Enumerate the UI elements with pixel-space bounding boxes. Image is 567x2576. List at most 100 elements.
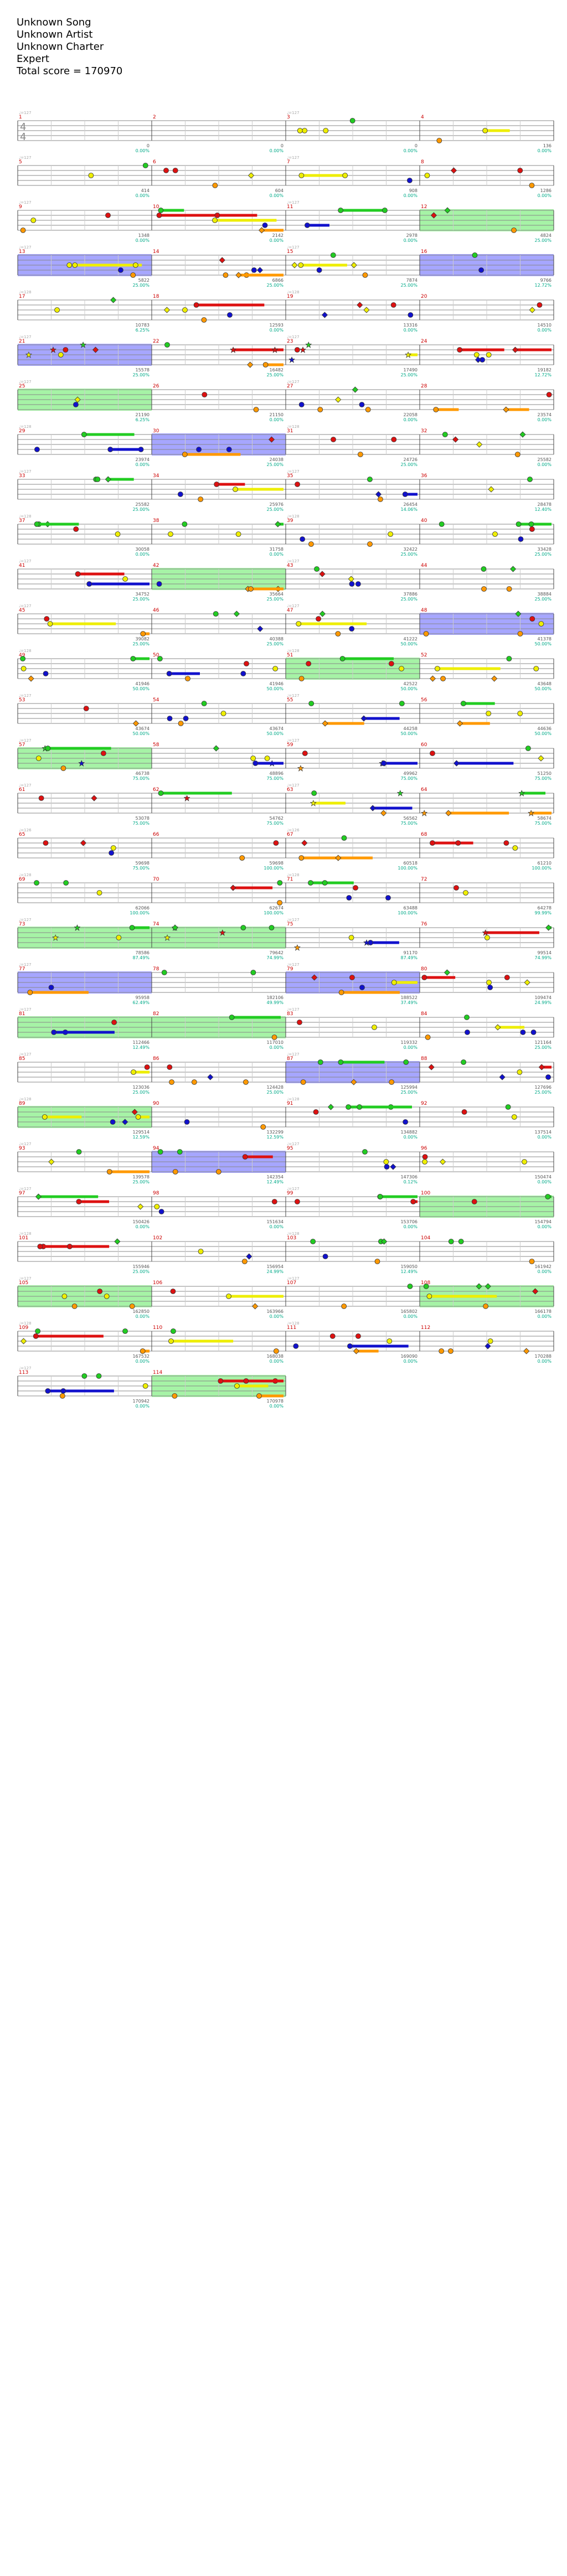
measure-percent: 0.00% [136, 238, 150, 243]
note [86, 581, 92, 587]
note [202, 392, 208, 397]
measure-percent: 0.00% [270, 148, 284, 153]
note [214, 213, 220, 218]
tempo-label: ♩=128 [19, 290, 32, 294]
measure-percent: 25.00% [132, 1180, 150, 1184]
measure-score: 12593 [270, 323, 284, 328]
note [130, 656, 136, 661]
note [308, 880, 313, 886]
measure-percent: 0.00% [270, 1045, 284, 1050]
note [511, 227, 517, 233]
tempo-label: ♩=127 [287, 963, 300, 967]
measure-percent: 0.00% [404, 238, 418, 243]
tempo-label: ♩=128 [287, 1232, 300, 1236]
measure-score: 24038 [270, 457, 284, 462]
note [460, 701, 466, 706]
note [430, 840, 435, 846]
note [505, 1104, 511, 1110]
hopo-note [35, 1193, 42, 1200]
note [37, 1244, 43, 1249]
measure-percent: 75.00% [132, 776, 150, 781]
measure-percent: 62.49% [132, 1000, 150, 1005]
measure-number: 43 [287, 563, 293, 568]
hopo-note [524, 979, 530, 986]
note [129, 1303, 135, 1309]
measure-percent: 87.49% [132, 955, 150, 960]
measure-percent: 50.00% [534, 642, 551, 646]
measure-score: 99514 [538, 950, 551, 955]
note [517, 1069, 523, 1075]
star-note [271, 346, 279, 353]
note [96, 890, 102, 896]
note [97, 1289, 103, 1294]
tempo-label: ♩=127 [19, 469, 32, 474]
measure-percent: 24.99% [266, 1269, 284, 1274]
note [506, 586, 512, 592]
measure-percent: 12.59% [132, 1135, 150, 1140]
measure-number: 94 [153, 1146, 159, 1151]
measure-percent: 0.00% [404, 148, 418, 153]
measure-percent: 25.00% [534, 552, 551, 557]
measure-score: 21150 [270, 412, 284, 417]
note [35, 756, 42, 761]
note [277, 880, 283, 886]
note [374, 1259, 380, 1264]
note [107, 447, 114, 452]
measure-percent: 25.00% [132, 1090, 150, 1095]
hopo-note [132, 720, 140, 727]
measure-score: 0 [281, 143, 284, 148]
tempo-label: ♩=128 [287, 425, 300, 429]
hopo-note [110, 297, 117, 303]
note [161, 970, 167, 975]
measure-score: 136 [543, 143, 551, 148]
measure-percent: 50.00% [266, 686, 284, 691]
note [167, 1064, 173, 1070]
note [122, 576, 128, 582]
note [408, 312, 414, 318]
note [473, 352, 480, 358]
measure-score: 1286 [540, 188, 551, 193]
note [385, 895, 391, 901]
measure-score: 95958 [136, 995, 150, 1000]
hopo-note [28, 675, 34, 682]
note [182, 452, 188, 457]
note [372, 1025, 377, 1030]
note [410, 1199, 416, 1204]
note [273, 840, 279, 846]
measure-score: 32422 [404, 547, 417, 552]
note [105, 213, 111, 218]
hopo-note [137, 1203, 144, 1210]
tempo-label: ♩=127 [287, 604, 300, 608]
measure-score: 125994 [400, 1085, 417, 1090]
measure-percent: 50.00% [400, 686, 417, 691]
note [63, 347, 69, 353]
measure-number: 14 [153, 249, 159, 255]
note [129, 925, 135, 930]
measure-score: 41222 [404, 637, 417, 642]
hopo-note [80, 840, 87, 846]
measure-score: 150426 [132, 1219, 150, 1224]
measure-percent: 12.49% [266, 1180, 284, 1184]
measure-score: 78586 [136, 950, 150, 955]
measure-score: 44636 [538, 726, 551, 731]
note [503, 840, 509, 846]
tempo-label: ♩=127 [19, 1276, 32, 1281]
hopo-note [350, 1079, 357, 1085]
note [262, 362, 269, 368]
measure-percent: 0.00% [270, 1404, 284, 1409]
note [60, 765, 66, 771]
tempo-label: ♩=128 [287, 514, 300, 519]
hopo-note [515, 611, 522, 617]
note [131, 1069, 136, 1075]
tempo-label: ♩=128 [19, 514, 32, 519]
note [226, 447, 232, 452]
